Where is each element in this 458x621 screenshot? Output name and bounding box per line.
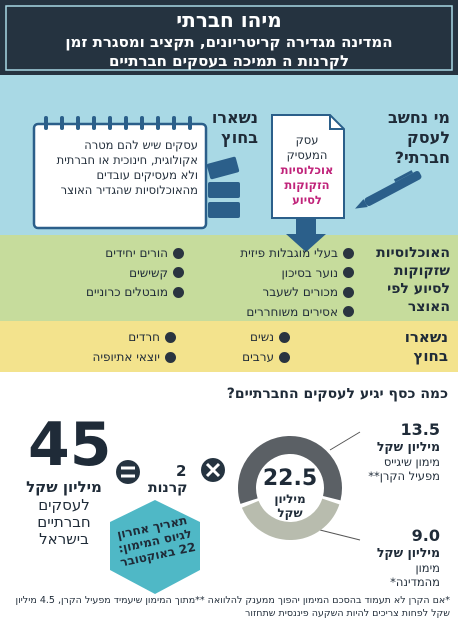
connector: [329, 431, 361, 451]
item-icon: [165, 331, 176, 343]
times-sign: [205, 462, 221, 478]
funding-question: כמה כסף יגיע לעסקים החברתיים?: [226, 386, 448, 402]
donut: [238, 436, 342, 540]
item-icon: [165, 351, 176, 363]
item-icon: [279, 351, 290, 363]
list-item: נוער בסיכון: [282, 266, 354, 280]
item-icon: [279, 331, 290, 343]
item-text: מכורים לשעבר: [262, 285, 338, 299]
question: מי נחשב לעסק חברתי?: [388, 108, 450, 167]
part-unit: מיליון שקל: [376, 439, 440, 454]
binders-icon: [206, 156, 240, 218]
item-text: ערבים: [242, 350, 274, 364]
item-text: נוער בסיכון: [281, 265, 338, 280]
item-text: חרדים: [128, 330, 160, 344]
item-icon: [173, 247, 184, 259]
arrow-down: [286, 218, 326, 252]
equals-sign: [121, 466, 135, 478]
donut-segment: [241, 498, 340, 540]
header-band: [0, 0, 458, 75]
list-item: בעלי מוגבלות פיזית: [240, 246, 354, 260]
item-text: אסירים משוחררים: [246, 304, 338, 319]
subtitle: לקרנות ה תמיכה בעסקים חברתיים: [108, 52, 350, 70]
item-text: קשישים: [129, 265, 168, 280]
left-out-band: [0, 321, 458, 372]
funds-label: קרנות: [148, 480, 188, 496]
funds: 2: [176, 462, 187, 480]
result-unit: מיליון שקל: [26, 478, 102, 496]
item-icon: [343, 267, 354, 278]
item-icon: [173, 267, 184, 278]
list-item: הורים יחידים: [105, 246, 184, 260]
qualifies-text: עסק המעסיק: [286, 133, 328, 162]
item-icon: [343, 286, 354, 298]
total-unit: מיליון שקל: [274, 492, 306, 520]
excluded-title: נשארו בחוץ: [211, 108, 258, 147]
list-item: מכורים לשעבר: [262, 285, 354, 299]
list-item: אסירים משוחררים: [246, 305, 354, 319]
item-text: נשים: [250, 330, 274, 344]
title: מיהו חברתי: [176, 8, 282, 32]
list-item: ערבים: [242, 350, 290, 364]
list-item: חרדים: [128, 330, 176, 344]
excluded-text: עסקים שיש להם מטרה אקולוגית, חינוכית או …: [56, 138, 198, 197]
subtitle: המדינה מגדירה קריטריונים, תקציב ומסגרת ז…: [65, 33, 393, 51]
qualifies-highlight: אוכלוסיות הזקוקות לסיוע: [280, 163, 334, 207]
donut-segment: [238, 436, 342, 504]
result-desc: לעסקים חברתיים בישראל: [37, 496, 91, 548]
part-amount: 9.0: [411, 526, 440, 545]
list-item: מובטלים כרוניים: [86, 285, 184, 299]
part-unit: מיליון שקל: [376, 545, 440, 560]
item-text: בעלי מוגבלות פיזית: [240, 246, 338, 260]
pen-icon: [355, 170, 422, 209]
document-icon: [271, 114, 345, 219]
document-fold: [329, 115, 344, 130]
list-item: נשים: [250, 330, 290, 344]
equals-icon: [116, 460, 140, 484]
list-item: קשישים: [129, 266, 184, 280]
populations-title: האוכלוסיות שזקוקות לסיוע לפי האוצר: [376, 245, 450, 315]
populations-band: [0, 235, 458, 321]
connector: [319, 529, 361, 541]
left-out-title: נשארו בחוץ: [404, 328, 448, 365]
calendar-icon: [32, 122, 208, 230]
calendar-rings: [44, 116, 192, 130]
part-amount: 13.5: [400, 420, 440, 439]
deadline-hexagon: [110, 500, 200, 594]
result: 45: [28, 410, 112, 480]
item-text: מובטלים כרוניים: [86, 285, 168, 299]
item-icon: [343, 306, 354, 317]
footnote: *אם הקרן לא תעמוד בהסכם המימון יהפוך ממע…: [15, 595, 451, 619]
item-icon: [173, 286, 184, 298]
header-frame: [5, 5, 453, 71]
part-desc: מימון מהמדינה*: [390, 561, 440, 589]
item-text: יוצאי אתיופיה: [92, 350, 160, 364]
qualifies: עסק המעסיק אוכלוסיות הזקוקות לסיוע: [274, 133, 340, 208]
item-icon: [343, 247, 354, 259]
total: 22.5: [262, 466, 318, 491]
part-desc: מימון שיגייס מפעיל הקרן**: [368, 455, 440, 483]
item-text: הורים יחידים: [105, 246, 168, 260]
list-item: יוצאי אתיופיה: [93, 350, 176, 364]
